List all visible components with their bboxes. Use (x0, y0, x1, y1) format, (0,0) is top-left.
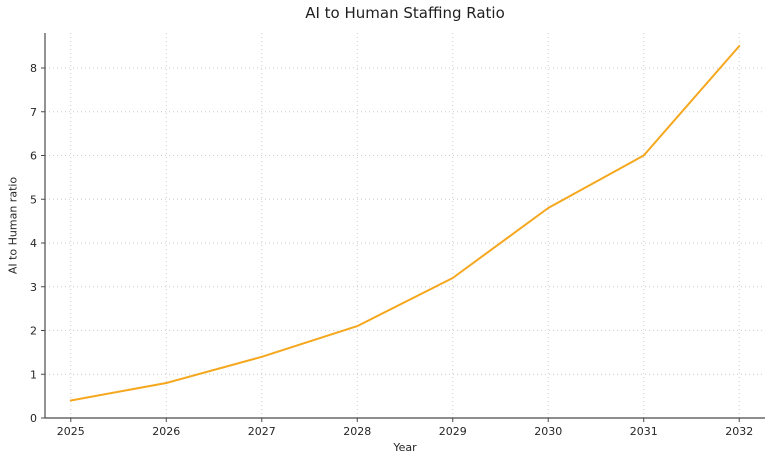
x-tick-label: 2027 (248, 425, 276, 438)
x-tick-label: 2031 (630, 425, 658, 438)
x-tick-label: 2026 (152, 425, 180, 438)
y-tick-label: 1 (30, 368, 37, 381)
y-tick-label: 8 (30, 62, 37, 75)
y-tick-label: 0 (30, 412, 37, 425)
x-tick-label: 2032 (725, 425, 753, 438)
y-tick-label: 5 (30, 193, 37, 206)
y-tick-label: 2 (30, 325, 37, 338)
y-tick-label: 3 (30, 281, 37, 294)
x-axis-label: Year (393, 441, 417, 454)
x-tick-label: 2029 (439, 425, 467, 438)
chart-title: AI to Human Staffing Ratio (305, 4, 505, 22)
data-line-series (69, 45, 741, 402)
y-tick-label: 7 (30, 106, 37, 119)
x-tick-label: 2028 (343, 425, 371, 438)
x-tick-label: 2025 (57, 425, 85, 438)
y-axis-label: AI to Human ratio (6, 176, 20, 275)
x-tick-label: 2030 (534, 425, 562, 438)
y-tick-label: 6 (30, 150, 37, 163)
y-tick-label: 4 (30, 237, 37, 250)
